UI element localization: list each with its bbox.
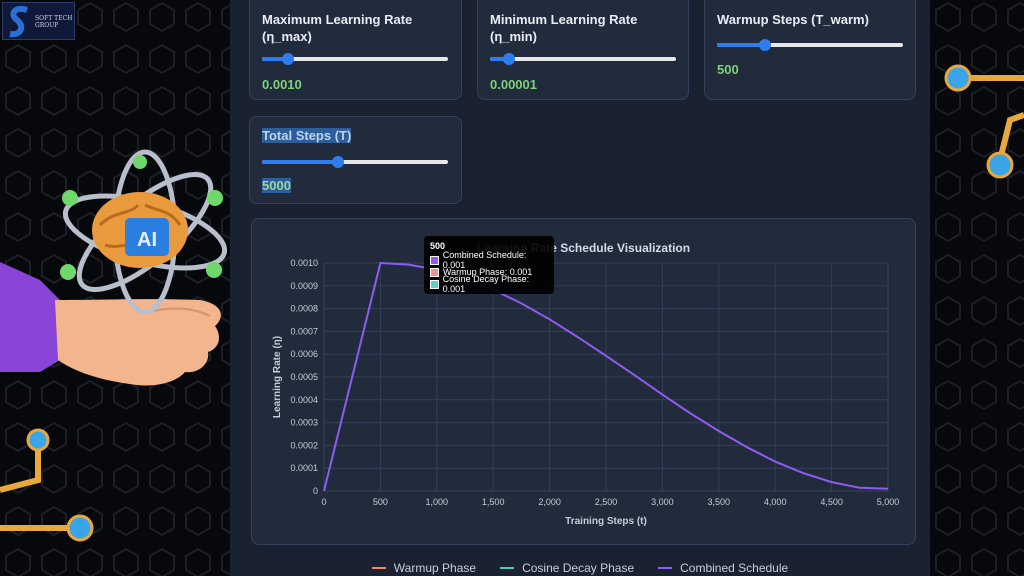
tooltip-swatch-warmup	[430, 267, 439, 277]
x-tick-label: 1,000	[426, 497, 449, 507]
legend-swatch	[658, 567, 673, 569]
y-tick-label: 0.0001	[290, 463, 318, 473]
control-value: 0.0010	[262, 77, 302, 92]
y-tick-label: 0.0004	[290, 395, 318, 405]
legend-label: Warmup Phase	[393, 561, 477, 575]
control-label-wrap: Total Steps (T)	[262, 127, 352, 144]
control-max-learning-rate: Maximum Learning Rate (η_max) 0.0010	[249, 0, 462, 100]
brand-logo: SOFT TECH GROUP	[2, 2, 75, 40]
control-min-learning-rate: Minimum Learning Rate (η_min) 0.00001	[477, 0, 689, 100]
slider-thumb[interactable]	[759, 39, 772, 51]
control-value: 0.00001	[490, 77, 537, 92]
hexagon-pattern-right	[930, 0, 1024, 576]
tooltip-swatch-combined	[430, 255, 439, 265]
tooltip-swatch-cosine	[430, 279, 439, 289]
tooltip-row: Warmup Phase: 0.001	[430, 266, 548, 278]
right-decoration	[930, 0, 1024, 576]
tooltip-row-text: Combined Schedule: 0.001	[442, 250, 527, 270]
legend-swatch	[500, 567, 515, 569]
left-decoration: SOFT TECH GROUP AI	[0, 0, 230, 576]
slider-fill	[717, 43, 766, 47]
x-tick-label: 1,500	[482, 497, 505, 507]
total-steps-slider[interactable]	[262, 156, 448, 168]
tooltip-title: 500	[430, 241, 446, 251]
min-lr-slider[interactable]	[490, 53, 676, 65]
max-lr-slider[interactable]	[262, 53, 448, 65]
slider-thumb[interactable]	[282, 53, 295, 65]
legend-swatch	[371, 567, 386, 569]
tooltip-row: Combined Schedule: 0.001	[430, 250, 548, 270]
control-warmup-steps: Warmup Steps (T_warm) 500	[704, 0, 916, 100]
slider-thumb[interactable]	[332, 156, 345, 168]
legend-item-warmup[interactable]: Warmup Phase	[371, 561, 477, 575]
x-tick-label: 0	[321, 497, 326, 507]
chart-legend: Warmup Phase Cosine Decay Phase Combined…	[230, 560, 930, 576]
control-value: 5000	[262, 178, 291, 193]
chart-card: Learning Rate Schedule Visualization 0 50…	[251, 218, 916, 545]
main-panel: Maximum Learning Rate (η_max) 0.0010 Min…	[230, 0, 930, 576]
tooltip-row-text: Warmup Phase: 0.001	[443, 267, 533, 277]
brand-s-icon	[9, 6, 28, 38]
control-label: Minimum Learning Rate (η_min)	[490, 12, 638, 44]
svg-text:AI: AI	[137, 229, 157, 251]
brand-text: SOFT TECH GROUP	[35, 15, 73, 29]
slider-fill	[262, 57, 289, 61]
legend-label: Combined Schedule	[680, 561, 789, 575]
legend-item-cosine[interactable]: Cosine Decay Phase	[500, 561, 634, 575]
ai-hand-illustration: AI	[0, 149, 228, 542]
x-tick-label: 4,500	[820, 497, 843, 507]
control-value-wrap: 5000	[262, 178, 291, 193]
slider-fill	[490, 57, 509, 61]
legend-item-combined[interactable]: Combined Schedule	[658, 561, 788, 575]
control-label: Maximum Learning Rate (η_max)	[262, 12, 413, 44]
slider-fill	[262, 160, 339, 164]
warmup-slider[interactable]	[717, 39, 903, 51]
y-tick-label: 0.0006	[290, 349, 318, 359]
chart-tooltip: 500 Combined Schedule: 0.001 Warmup Phas…	[424, 236, 554, 294]
x-tick-label: 2,000	[538, 497, 561, 507]
y-tick-label: 0.0003	[290, 418, 318, 428]
x-tick-label: 3,000	[651, 497, 674, 507]
lr-schedule-chart[interactable]: 0 500 1,000 1,500 2,000 2,500 3,000 3,500 4,000 4…	[252, 219, 917, 546]
y-tick-label: 0.0002	[290, 440, 318, 450]
control-value: 500	[717, 62, 739, 77]
x-tick-label: 4,000	[764, 497, 787, 507]
x-axis-label: Training Steps (t)	[565, 516, 647, 527]
y-tick-label: 0	[313, 486, 318, 496]
x-tick-label: 500	[373, 497, 388, 507]
y-tick-label: 0.0009	[290, 281, 318, 291]
y-tick-label: 0.0008	[290, 304, 318, 314]
slider-thumb[interactable]	[502, 53, 515, 65]
x-tick-label: 2,500	[595, 497, 618, 507]
y-axis-label: Learning Rate (η)	[272, 336, 283, 418]
control-total-steps: Total Steps (T) 5000	[249, 116, 462, 204]
y-tick-label: 0.0005	[290, 372, 318, 382]
x-tick-label: 5,000	[877, 497, 900, 507]
tooltip-row: Cosine Decay Phase: 0.001	[430, 274, 548, 294]
legend-label: Cosine Decay Phase	[522, 561, 635, 575]
y-tick-label: 0.0007	[290, 326, 318, 336]
x-tick-label: 3,500	[708, 497, 731, 507]
control-label: Warmup Steps (T_warm)	[717, 12, 869, 27]
y-tick-label: 0.0010	[290, 258, 318, 268]
tooltip-row-text: Cosine Decay Phase: 0.001	[442, 274, 530, 294]
control-label: Total Steps (T)	[262, 128, 352, 143]
